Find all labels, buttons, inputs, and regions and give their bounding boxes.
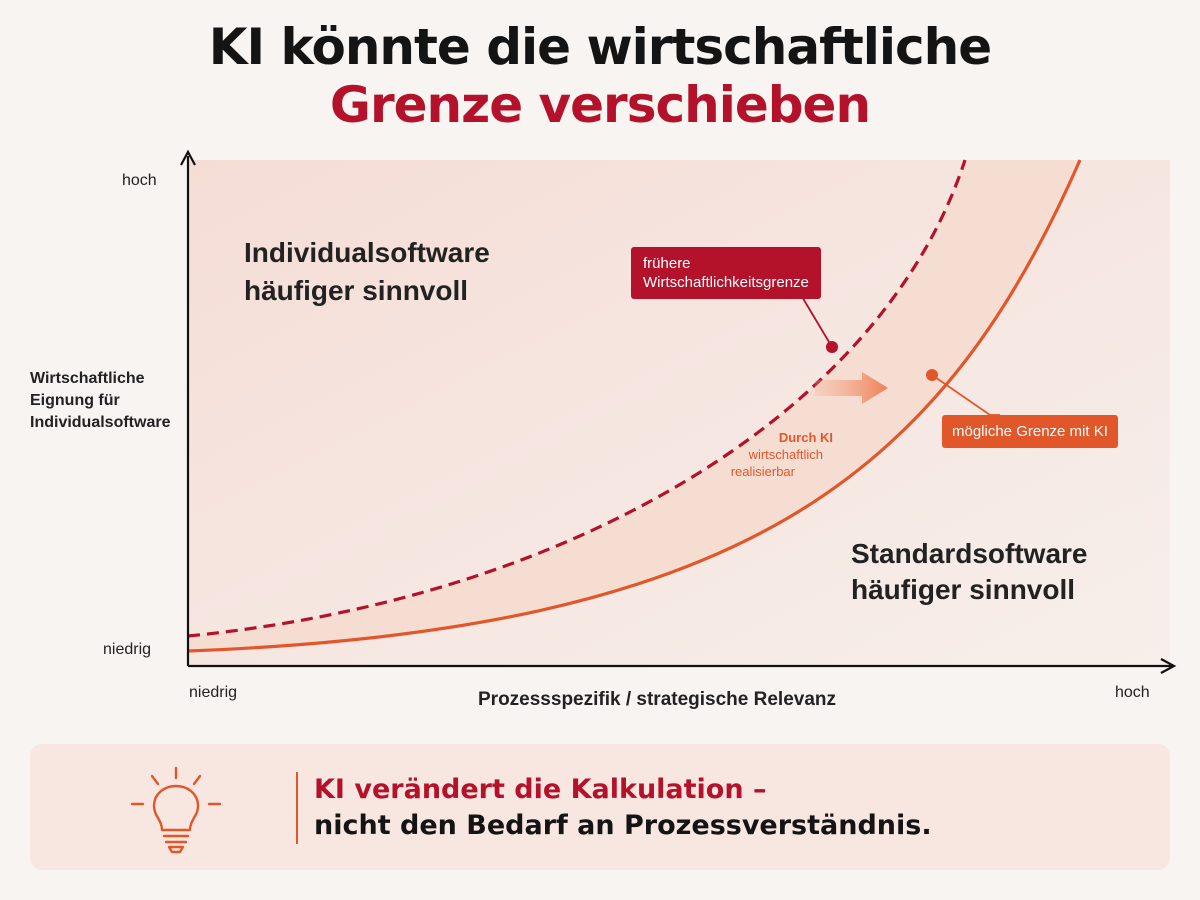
page-title: KI könnte die wirtschaftliche Grenze ver… (0, 18, 1200, 134)
previous-callout-leader (797, 289, 833, 348)
ki-frontier-point (926, 369, 938, 381)
previous-frontier-callout: frühere Wirtschaftlichkeitsgrenze (631, 247, 821, 299)
ki-frontier-callout: mögliche Grenze mit KI (942, 415, 1118, 448)
ki-band (188, 160, 1080, 651)
band-label-line-3: realisierbar (731, 464, 796, 479)
x-axis-title: Prozessspezifik / strategische Relevanz (478, 689, 836, 710)
x-axis-high-label: hoch (1115, 684, 1150, 701)
x-axis-arrow (1160, 658, 1177, 674)
shift-arrow (815, 372, 888, 404)
y-axis-low-label: niedrig (103, 641, 151, 658)
y-axis-title-line-2: Eignung für (30, 392, 120, 409)
previous-callout-line-1: frühere (643, 255, 691, 272)
lightbulb-icon (130, 766, 222, 854)
y-axis-title-line-3: Individualsoftware (30, 414, 171, 431)
previous-frontier-point (826, 341, 838, 353)
title-line-1: KI könnte die wirtschaftliche (208, 18, 992, 76)
region-lower-line-1: Standardsoftware (851, 538, 1088, 569)
y-axis-arrow (180, 149, 196, 166)
ki-callout-label: mögliche Grenze mit KI (952, 423, 1108, 440)
region-upper-line-1: Individualsoftware (244, 237, 490, 268)
takeaway-banner: KI verändert die Kalkulation – nicht den… (30, 744, 1170, 870)
title-line-2: Grenze verschieben (329, 76, 871, 134)
frontier-diagram: hoch niedrig niedrig hoch Prozessspezifi… (30, 149, 1177, 710)
banner-line-2: nicht den Bedarf an Prozessverständnis. (314, 810, 932, 841)
previous-callout-line-2: Wirtschaftlichkeitsgrenze (643, 274, 809, 291)
region-upper-line-2: häufiger sinnvoll (244, 275, 468, 306)
banner-message: KI verändert die Kalkulation – nicht den… (314, 772, 932, 844)
y-axis-high-label: hoch (122, 172, 157, 189)
x-axis-low-label: niedrig (189, 684, 237, 701)
previous-frontier-curve (187, 159, 967, 638)
banner-divider (296, 772, 298, 844)
region-lower-line-2: häufiger sinnvoll (851, 574, 1075, 605)
y-axis-title-line-1: Wirtschaftliche (30, 370, 145, 387)
banner-line-1: KI verändert die Kalkulation – (314, 774, 767, 805)
ki-frontier-curve (187, 159, 1082, 653)
band-label-line-2: wirtschaftlich (748, 447, 823, 462)
band-label-line-1: Durch KI (779, 430, 833, 445)
